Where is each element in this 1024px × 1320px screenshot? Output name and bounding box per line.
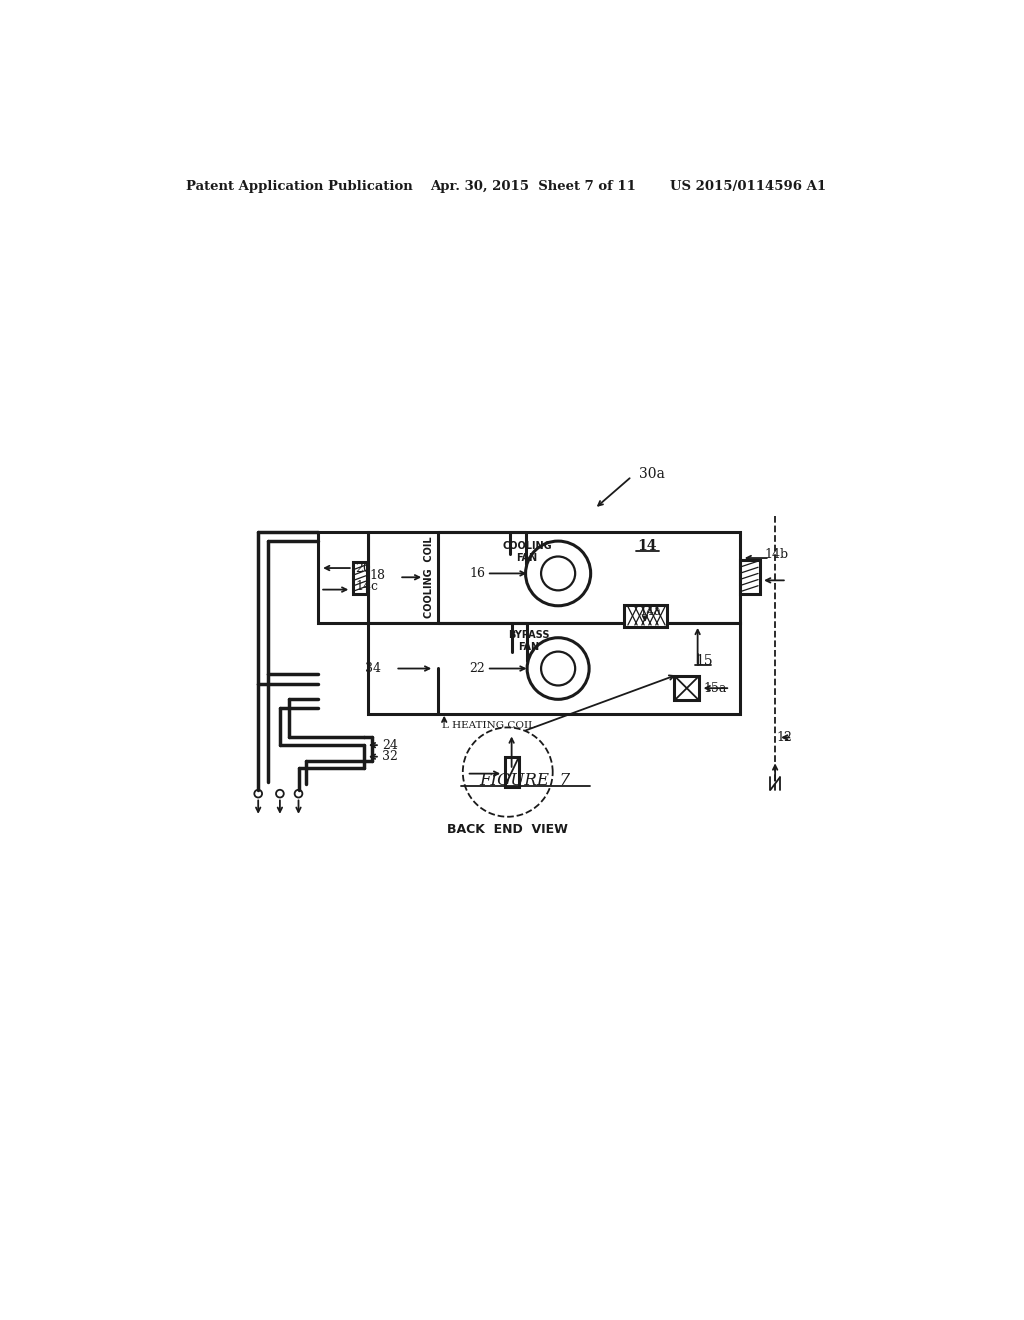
Text: Apr. 30, 2015  Sheet 7 of 11: Apr. 30, 2015 Sheet 7 of 11 [430, 181, 636, 194]
Bar [317, 532, 369, 623]
Text: 14a: 14a [640, 605, 662, 618]
Text: 16: 16 [469, 566, 485, 579]
Bar [624, 605, 667, 627]
Bar [369, 532, 740, 623]
Text: 20: 20 [355, 561, 371, 574]
Text: BACK  END  VIEW: BACK END VIEW [447, 822, 568, 836]
Text: COOLING  COIL: COOLING COIL [424, 536, 434, 618]
Text: FIGURE  7: FIGURE 7 [479, 772, 570, 789]
Text: 12: 12 [776, 731, 793, 744]
Bar [675, 676, 699, 701]
Text: 15a: 15a [703, 681, 727, 694]
Text: 14: 14 [638, 539, 657, 553]
Bar [369, 623, 740, 714]
Text: US 2015/0114596 A1: US 2015/0114596 A1 [671, 181, 826, 194]
Text: 14b: 14b [764, 548, 788, 561]
Text: 18: 18 [370, 569, 385, 582]
Text: Patent Application Publication: Patent Application Publication [186, 181, 413, 194]
Text: 14c: 14c [355, 579, 378, 593]
Text: 22: 22 [470, 663, 485, 675]
Bar [352, 562, 367, 594]
Text: COOLING
FAN: COOLING FAN [503, 541, 552, 562]
Bar [740, 560, 760, 594]
Bar [505, 758, 518, 787]
Text: 30a: 30a [640, 467, 666, 480]
Text: 24: 24 [382, 739, 398, 751]
Text: L HEATING COIL: L HEATING COIL [442, 721, 535, 730]
Text: 15: 15 [695, 653, 713, 668]
Text: BYPASS
FAN: BYPASS FAN [508, 631, 550, 652]
Text: 32: 32 [382, 750, 398, 763]
Text: 34: 34 [365, 663, 381, 675]
